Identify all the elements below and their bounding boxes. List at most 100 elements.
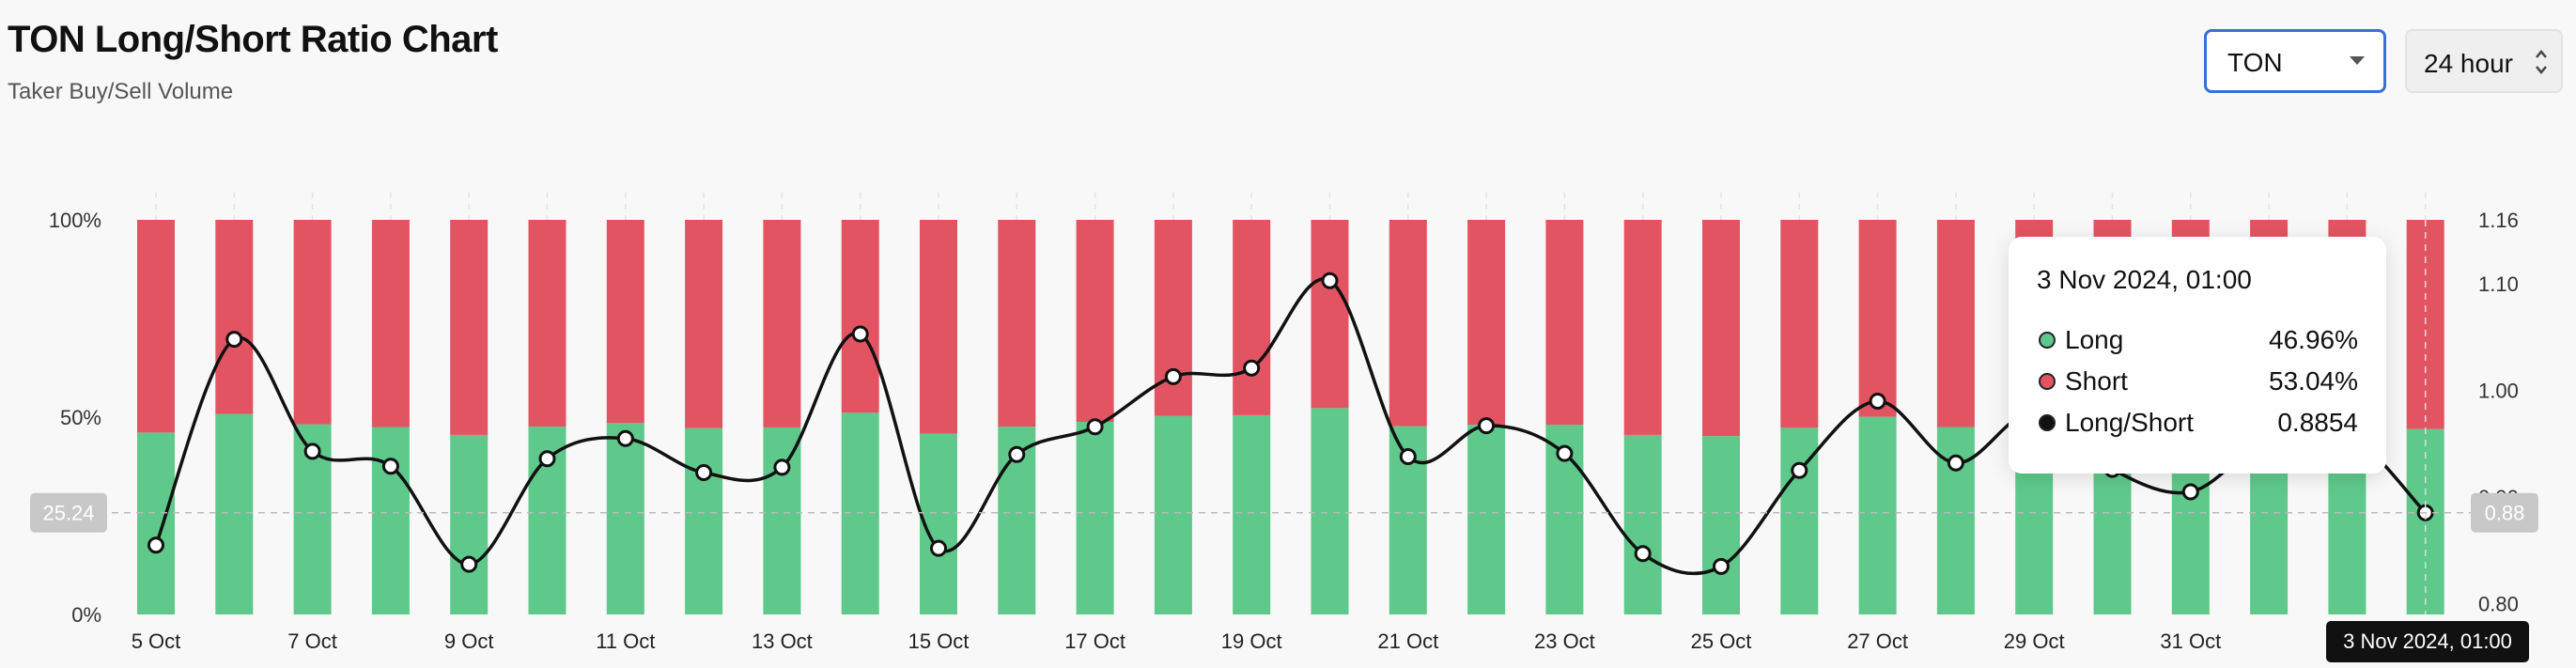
short-bar bbox=[763, 220, 801, 427]
short-bar bbox=[1076, 220, 1114, 423]
x-axis-tick-label: 31 Oct bbox=[2160, 629, 2221, 653]
short-bar bbox=[137, 220, 175, 433]
period-select-value: 24 hour bbox=[2424, 49, 2513, 78]
long-bar bbox=[2406, 428, 2444, 614]
short-bar bbox=[998, 220, 1036, 427]
short-bar bbox=[1623, 220, 1662, 435]
long-bar bbox=[1702, 436, 1740, 614]
tooltip-value: 46.96% bbox=[2269, 325, 2358, 354]
left-axis-tick-label: 0% bbox=[71, 603, 101, 627]
long-bar bbox=[1154, 415, 1192, 614]
ratio-dot-icon bbox=[2039, 414, 2056, 431]
x-axis-tick-label: 21 Oct bbox=[1377, 629, 1438, 653]
short-bar bbox=[1780, 220, 1819, 428]
page-title: TON Long/Short Ratio Chart bbox=[8, 19, 498, 60]
ratio-point bbox=[225, 331, 243, 349]
x-axis-tick-label: 13 Oct bbox=[752, 629, 813, 653]
short-bar bbox=[1233, 220, 1271, 415]
crosshair-left-badge bbox=[30, 492, 107, 533]
crosshair-right-badge bbox=[2471, 492, 2538, 533]
x-axis-tick-label: 23 Oct bbox=[1534, 629, 1595, 653]
short-bar bbox=[371, 220, 410, 427]
ratio-point bbox=[460, 555, 478, 573]
short-bar bbox=[1389, 220, 1427, 427]
long-bar bbox=[763, 427, 801, 614]
ratio-point bbox=[1869, 392, 1886, 410]
ratio-point bbox=[930, 539, 947, 557]
tooltip-label: Short bbox=[2065, 366, 2128, 396]
ratio-point bbox=[1634, 545, 1652, 563]
short-bar bbox=[685, 220, 723, 428]
tooltip-value: 0.8854 bbox=[2277, 408, 2358, 437]
right-axis-tick-label: 1.10 bbox=[2478, 272, 2519, 296]
ratio-point bbox=[1791, 461, 1808, 479]
right-axis-tick-label: 1.16 bbox=[2478, 209, 2519, 232]
long-bar bbox=[606, 423, 644, 614]
ratio-point bbox=[1243, 359, 1261, 377]
long-bar bbox=[1623, 434, 1662, 614]
x-axis-tick-label: 17 Oct bbox=[1064, 629, 1125, 653]
ratio-point bbox=[1478, 417, 1496, 435]
left-axis-tick-label: 50% bbox=[60, 406, 101, 429]
x-axis-tick-label: 5 Oct bbox=[132, 629, 181, 653]
long-bar bbox=[1467, 424, 1506, 614]
tooltip-value: 53.04% bbox=[2269, 366, 2358, 396]
long-bar bbox=[450, 434, 489, 614]
up-down-chevron-icon bbox=[2536, 50, 2547, 74]
short-bar bbox=[1545, 220, 1584, 425]
page-subtitle: Taker Buy/Sell Volume bbox=[8, 79, 234, 104]
x-axis-tick-label: 29 Oct bbox=[2004, 629, 2065, 653]
short-bar bbox=[1702, 220, 1740, 437]
ratio-point bbox=[773, 458, 791, 476]
short-bar bbox=[2406, 220, 2444, 429]
short-bar bbox=[1467, 220, 1506, 425]
short-bar bbox=[528, 220, 566, 427]
short-bar bbox=[1311, 220, 1349, 409]
left-axis-tick-label: 100% bbox=[49, 209, 101, 232]
long-dot-icon bbox=[2039, 332, 2056, 349]
ratio-point bbox=[2181, 483, 2199, 501]
long-bar bbox=[685, 427, 723, 614]
ratio-point bbox=[851, 325, 869, 343]
ratio-point bbox=[381, 458, 399, 475]
short-bar bbox=[450, 220, 489, 435]
tooltip-row-short: Short 53.04% bbox=[2037, 361, 2358, 402]
short-bar bbox=[1858, 220, 1897, 417]
tooltip-date: 3 Nov 2024, 01:00 bbox=[2037, 265, 2252, 294]
crosshair-date-badge bbox=[2326, 621, 2529, 662]
long-bar bbox=[371, 427, 410, 614]
ratio-point bbox=[1947, 454, 1964, 472]
long-bar bbox=[1311, 408, 1349, 614]
ratio-point bbox=[303, 443, 321, 460]
symbol-select[interactable]: TON bbox=[2204, 29, 2386, 93]
crosshair-left-label: 25.24 bbox=[42, 502, 94, 525]
long-bar bbox=[137, 432, 175, 614]
chart-tooltip: 3 Nov 2024, 01:00 Long 46.96% Short 53.0… bbox=[2009, 237, 2386, 474]
ratio-point bbox=[147, 536, 164, 554]
crosshair-layer: 25.24 0.88 3 Nov 2024, 01:00 bbox=[30, 220, 2538, 662]
x-axis-tick-label: 15 Oct bbox=[908, 629, 970, 653]
x-axis-tick-label: 19 Oct bbox=[1221, 629, 1282, 653]
ratio-point bbox=[695, 464, 713, 482]
short-bar bbox=[841, 220, 879, 413]
ratio-point bbox=[616, 429, 634, 447]
crosshair-right-label: 0.88 bbox=[2485, 502, 2525, 525]
period-select[interactable]: 24 hour bbox=[2405, 29, 2563, 93]
x-axis-tick-label: 9 Oct bbox=[444, 629, 494, 653]
short-bar bbox=[920, 220, 957, 434]
short-bar bbox=[293, 220, 332, 425]
tooltip-label: Long/Short bbox=[2065, 408, 2194, 437]
short-dot-icon bbox=[2039, 373, 2056, 390]
ratio-point bbox=[1713, 557, 1730, 575]
x-axis-tick-label: 27 Oct bbox=[1847, 629, 1908, 653]
crosshair-date-label: 3 Nov 2024, 01:00 bbox=[2343, 629, 2512, 653]
tooltip-row-long: Long 46.96% bbox=[2037, 319, 2358, 361]
ratio-point bbox=[1556, 444, 1574, 462]
long-bar bbox=[1858, 416, 1897, 614]
long-bar bbox=[1076, 422, 1114, 614]
right-axis-tick-label: 0.80 bbox=[2478, 593, 2519, 616]
chevron-down-icon bbox=[2350, 56, 2365, 65]
symbol-select-value: TON bbox=[2227, 48, 2283, 77]
x-axis-tick-label: 11 Oct bbox=[596, 629, 655, 653]
